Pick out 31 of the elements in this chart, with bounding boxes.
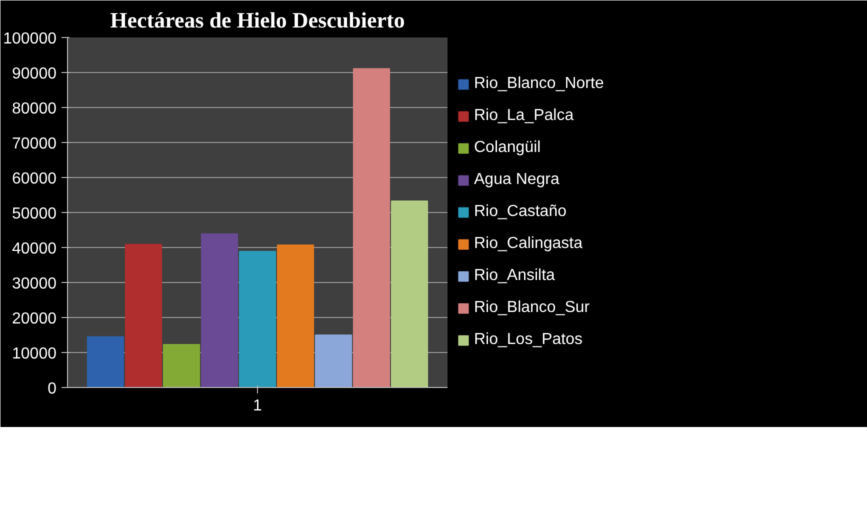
legend-label: Rio_Blanco_Norte xyxy=(474,75,604,93)
bar xyxy=(238,250,276,388)
legend-label: Rio_La_Palca xyxy=(474,107,574,125)
legend-label: Rio_Blanco_Sur xyxy=(474,299,590,317)
y-tick-label: 50000 xyxy=(12,206,57,222)
y-tick-label: 10000 xyxy=(12,346,57,362)
bar xyxy=(390,200,428,388)
y-tick-label: 80000 xyxy=(12,100,57,118)
x-tick-label: 1 xyxy=(253,398,262,414)
chart-title: Hectáreas de Hielo Descubierto xyxy=(110,8,405,32)
legend-label: Colangüil xyxy=(474,139,541,157)
bar xyxy=(314,334,352,388)
legend-label: Agua Negra xyxy=(474,171,560,189)
bar xyxy=(162,344,200,388)
y-tick-label: 40000 xyxy=(12,240,57,258)
y-tick-label: 60000 xyxy=(12,170,57,188)
y-tick-label: 70000 xyxy=(12,136,57,152)
bar xyxy=(200,233,238,388)
legend-label: Rio_Castaño xyxy=(474,203,566,221)
bar xyxy=(124,244,162,388)
bar xyxy=(86,336,124,388)
bar xyxy=(352,68,390,388)
legend-label: Rio_Calingasta xyxy=(474,235,583,253)
y-tick-label: 100000 xyxy=(3,30,57,48)
legend-label: Rio_Ansilta xyxy=(474,267,555,285)
y-tick-label: 0 xyxy=(48,380,57,398)
y-tick-label: 90000 xyxy=(12,66,57,82)
bar xyxy=(276,244,314,388)
y-tick-label: 30000 xyxy=(12,276,57,292)
y-tick-label: 20000 xyxy=(12,310,57,328)
legend-label: Rio_Los_Patos xyxy=(474,331,583,349)
